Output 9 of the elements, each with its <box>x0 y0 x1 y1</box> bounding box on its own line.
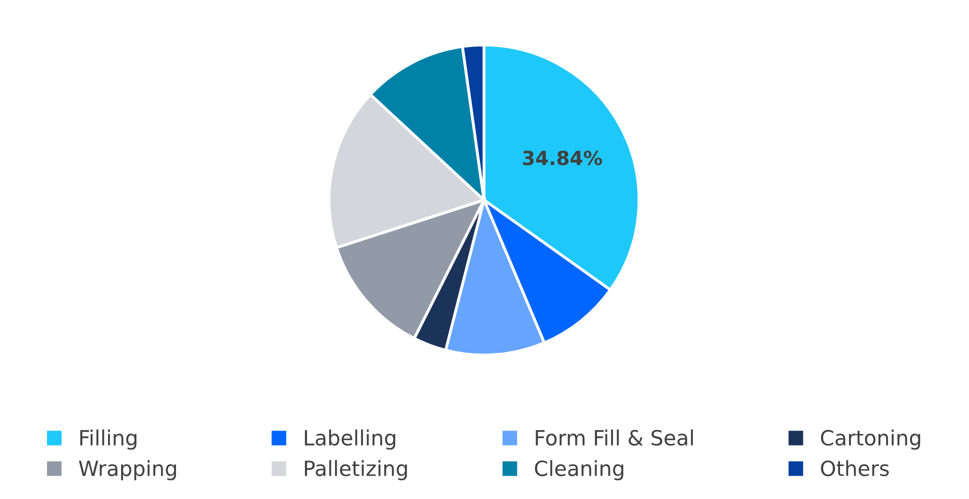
legend-label: Wrapping <box>78 460 176 480</box>
legend-label: Form Fill & Seal <box>536 430 693 446</box>
legend-label: Filling <box>80 430 136 450</box>
data-label: 34.84% <box>523 150 602 166</box>
legend-label: Cleaning <box>534 460 624 480</box>
legend-label: Cartoning <box>820 430 920 450</box>
legend-label: Labelling <box>304 430 396 450</box>
legend-label: Others <box>820 460 889 476</box>
legend-label: Palletizing <box>304 460 407 480</box>
